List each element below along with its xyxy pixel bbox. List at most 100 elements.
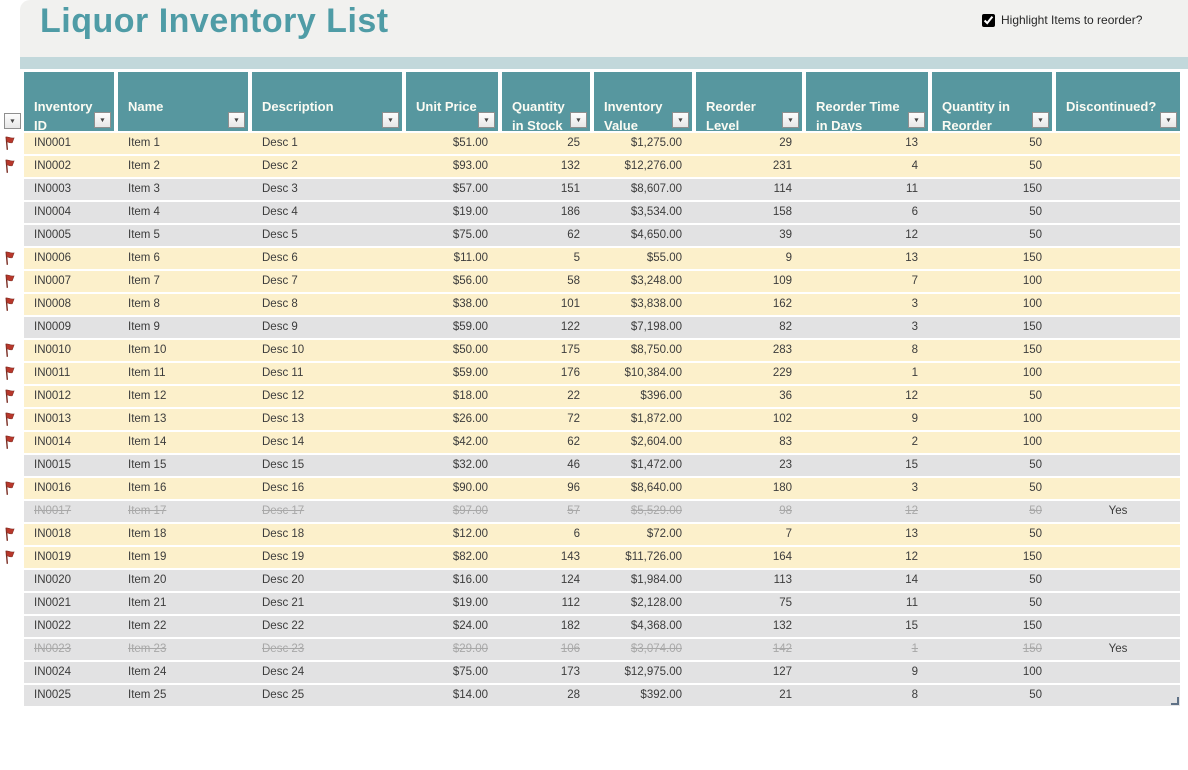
- cell-discontinued[interactable]: [1056, 593, 1180, 614]
- cell-discontinued[interactable]: [1056, 248, 1180, 269]
- cell-name[interactable]: Item 23: [118, 639, 252, 660]
- cell-quantity-in-reorder[interactable]: 100: [932, 271, 1056, 292]
- cell-inventory-id[interactable]: IN0012: [24, 386, 118, 407]
- column-header-reorder-time-in-days[interactable]: Reorder Time in Days ▼: [806, 72, 932, 133]
- cell-unit-price[interactable]: $18.00: [406, 386, 502, 407]
- cell-name[interactable]: Item 16: [118, 478, 252, 499]
- cell-quantity-in-reorder[interactable]: 150: [932, 340, 1056, 361]
- table-row[interactable]: IN0010 Item 10 Desc 10 $50.00 175 $8,750.00 28…: [0, 340, 1180, 361]
- cell-quantity-in-reorder[interactable]: 100: [932, 363, 1056, 384]
- cell-quantity-in-stock[interactable]: 122: [502, 317, 594, 338]
- cell-quantity-in-stock[interactable]: 124: [502, 570, 594, 591]
- cell-quantity-in-reorder[interactable]: 50: [932, 570, 1056, 591]
- cell-discontinued[interactable]: [1056, 133, 1180, 154]
- table-row[interactable]: IN0009 Item 9 Desc 9 $59.00 122 $7,198.00 82 3 1…: [0, 317, 1180, 338]
- table-row[interactable]: IN0004 Item 4 Desc 4 $19.00 186 $3,534.00 158 6…: [0, 202, 1180, 223]
- cell-quantity-in-reorder[interactable]: 50: [932, 202, 1056, 223]
- cell-quantity-in-reorder[interactable]: 50: [932, 133, 1056, 154]
- table-row[interactable]: IN0002 Item 2 Desc 2 $93.00 132 $12,276.00 231…: [0, 156, 1180, 177]
- cell-description[interactable]: Desc 8: [252, 294, 406, 315]
- table-row[interactable]: IN0005 Item 5 Desc 5 $75.00 62 $4,650.00 39 12 5…: [0, 225, 1180, 246]
- cell-discontinued[interactable]: [1056, 432, 1180, 453]
- cell-discontinued[interactable]: [1056, 524, 1180, 545]
- cell-unit-price[interactable]: $42.00: [406, 432, 502, 453]
- cell-reorder-time-in-days[interactable]: 12: [806, 386, 932, 407]
- cell-quantity-in-stock[interactable]: 101: [502, 294, 594, 315]
- cell-quantity-in-stock[interactable]: 46: [502, 455, 594, 476]
- cell-description[interactable]: Desc 23: [252, 639, 406, 660]
- cell-inventory-id[interactable]: IN0005: [24, 225, 118, 246]
- cell-quantity-in-stock[interactable]: 151: [502, 179, 594, 200]
- cell-description[interactable]: Desc 5: [252, 225, 406, 246]
- cell-reorder-time-in-days[interactable]: 15: [806, 616, 932, 637]
- cell-inventory-value[interactable]: $1,472.00: [594, 455, 696, 476]
- cell-name[interactable]: Item 22: [118, 616, 252, 637]
- cell-inventory-id[interactable]: IN0009: [24, 317, 118, 338]
- cell-description[interactable]: Desc 6: [252, 248, 406, 269]
- table-row[interactable]: IN0003 Item 3 Desc 3 $57.00 151 $8,607.00 114 1…: [0, 179, 1180, 200]
- column-header-discontinued[interactable]: Discontinued? ▼: [1056, 72, 1180, 131]
- cell-discontinued[interactable]: [1056, 547, 1180, 568]
- cell-reorder-level[interactable]: 162: [696, 294, 806, 315]
- cell-quantity-in-reorder[interactable]: 100: [932, 432, 1056, 453]
- cell-inventory-id[interactable]: IN0007: [24, 271, 118, 292]
- cell-unit-price[interactable]: $57.00: [406, 179, 502, 200]
- cell-name[interactable]: Item 8: [118, 294, 252, 315]
- column-header-quantity-in-stock[interactable]: Quantity in Stock ▼: [502, 72, 594, 133]
- cell-discontinued[interactable]: [1056, 685, 1180, 706]
- cell-discontinued[interactable]: [1056, 340, 1180, 361]
- cell-name[interactable]: Item 25: [118, 685, 252, 706]
- cell-reorder-level[interactable]: 114: [696, 179, 806, 200]
- cell-quantity-in-reorder[interactable]: 150: [932, 639, 1056, 660]
- cell-reorder-time-in-days[interactable]: 8: [806, 340, 932, 361]
- filter-dropdown-button[interactable]: ▼: [94, 112, 111, 128]
- cell-name[interactable]: Item 2: [118, 156, 252, 177]
- cell-reorder-time-in-days[interactable]: 3: [806, 294, 932, 315]
- cell-quantity-in-stock[interactable]: 57: [502, 501, 594, 522]
- cell-reorder-time-in-days[interactable]: 13: [806, 524, 932, 545]
- cell-discontinued[interactable]: [1056, 616, 1180, 637]
- cell-quantity-in-reorder[interactable]: 50: [932, 455, 1056, 476]
- cell-inventory-value[interactable]: $72.00: [594, 524, 696, 545]
- cell-inventory-id[interactable]: IN0023: [24, 639, 118, 660]
- cell-quantity-in-stock[interactable]: 175: [502, 340, 594, 361]
- cell-unit-price[interactable]: $75.00: [406, 662, 502, 683]
- cell-inventory-value[interactable]: $3,534.00: [594, 202, 696, 223]
- column-header-description[interactable]: Description ▼: [252, 72, 406, 131]
- table-row[interactable]: IN0021 Item 21 Desc 21 $19.00 112 $2,128.00 75…: [0, 593, 1180, 614]
- cell-unit-price[interactable]: $51.00: [406, 133, 502, 154]
- cell-inventory-id[interactable]: IN0010: [24, 340, 118, 361]
- table-row[interactable]: IN0022 Item 22 Desc 22 $24.00 182 $4,368.00 13…: [0, 616, 1180, 637]
- cell-reorder-time-in-days[interactable]: 12: [806, 501, 932, 522]
- cell-quantity-in-stock[interactable]: 72: [502, 409, 594, 430]
- cell-name[interactable]: Item 6: [118, 248, 252, 269]
- cell-name[interactable]: Item 14: [118, 432, 252, 453]
- cell-reorder-level[interactable]: 82: [696, 317, 806, 338]
- cell-inventory-id[interactable]: IN0025: [24, 685, 118, 706]
- cell-description[interactable]: Desc 16: [252, 478, 406, 499]
- cell-description[interactable]: Desc 9: [252, 317, 406, 338]
- cell-description[interactable]: Desc 21: [252, 593, 406, 614]
- cell-unit-price[interactable]: $59.00: [406, 317, 502, 338]
- cell-inventory-id[interactable]: IN0021: [24, 593, 118, 614]
- cell-quantity-in-stock[interactable]: 132: [502, 156, 594, 177]
- cell-reorder-level[interactable]: 132: [696, 616, 806, 637]
- cell-reorder-time-in-days[interactable]: 14: [806, 570, 932, 591]
- cell-reorder-time-in-days[interactable]: 1: [806, 639, 932, 660]
- cell-unit-price[interactable]: $29.00: [406, 639, 502, 660]
- cell-description[interactable]: Desc 12: [252, 386, 406, 407]
- cell-name[interactable]: Item 4: [118, 202, 252, 223]
- cell-reorder-time-in-days[interactable]: 7: [806, 271, 932, 292]
- cell-reorder-level[interactable]: 7: [696, 524, 806, 545]
- cell-reorder-time-in-days[interactable]: 12: [806, 547, 932, 568]
- cell-inventory-value[interactable]: $1,275.00: [594, 133, 696, 154]
- cell-discontinued[interactable]: Yes: [1056, 639, 1180, 660]
- cell-unit-price[interactable]: $14.00: [406, 685, 502, 706]
- table-row[interactable]: IN0007 Item 7 Desc 7 $56.00 58 $3,248.00 109 7 1…: [0, 271, 1180, 292]
- column-header-quantity-in-reorder[interactable]: Quantity in Reorder ▼: [932, 72, 1056, 133]
- cell-reorder-level[interactable]: 102: [696, 409, 806, 430]
- cell-inventory-id[interactable]: IN0004: [24, 202, 118, 223]
- cell-reorder-time-in-days[interactable]: 1: [806, 363, 932, 384]
- table-row[interactable]: IN0023 Item 23 Desc 23 $29.00 106 $3,074.00 14…: [0, 639, 1180, 660]
- table-row[interactable]: IN0025 Item 25 Desc 25 $14.00 28 $392.00 21 8 50: [0, 685, 1180, 706]
